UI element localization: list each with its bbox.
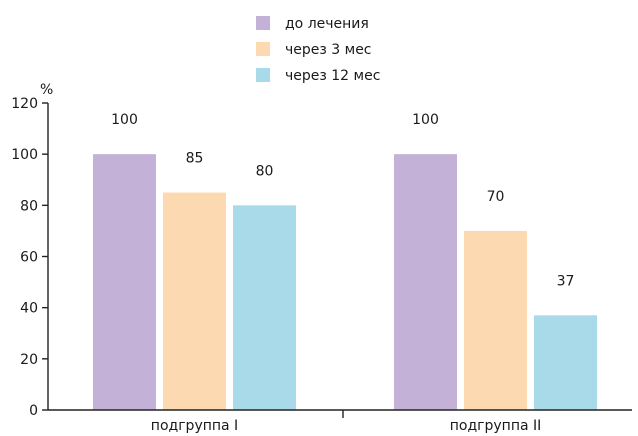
category-label: подгруппа I (151, 418, 238, 434)
bars: 100 85 80 100 70 37 (93, 112, 597, 410)
bar-value-label: 100 (412, 112, 439, 128)
y-tick-label: 60 (20, 250, 38, 266)
y-axis-ticks: 0 20 40 60 80 100 120 (11, 96, 48, 419)
legend-swatch (256, 68, 270, 82)
y-tick-label: 80 (20, 198, 38, 214)
y-tick-label: 40 (20, 301, 38, 317)
legend-swatch (256, 42, 270, 56)
category-label: подгруппа II (450, 418, 542, 434)
y-tick-label: 120 (11, 96, 38, 112)
legend-swatch (256, 16, 270, 30)
bar (534, 315, 597, 410)
legend: до лечения через 3 мес через 12 мес (256, 16, 380, 84)
x-axis-categories: подгруппа I подгруппа II (151, 418, 541, 434)
bar-value-label: 80 (256, 163, 274, 179)
legend-label: через 3 мес (285, 42, 372, 58)
legend-label: до лечения (285, 16, 369, 32)
bar (93, 154, 156, 410)
bar-value-label: 100 (111, 112, 138, 128)
y-tick-label: 0 (29, 403, 38, 419)
y-axis-unit: % (40, 82, 53, 98)
bar (394, 154, 457, 410)
legend-label: через 12 мес (285, 68, 380, 84)
bar (163, 193, 226, 410)
y-tick-label: 20 (20, 352, 38, 368)
bar-value-label: 37 (557, 273, 575, 289)
y-tick-label: 100 (11, 147, 38, 163)
bar-value-label: 70 (487, 189, 505, 205)
bar (233, 205, 296, 410)
bar-value-label: 85 (186, 151, 204, 167)
bar (464, 231, 527, 410)
